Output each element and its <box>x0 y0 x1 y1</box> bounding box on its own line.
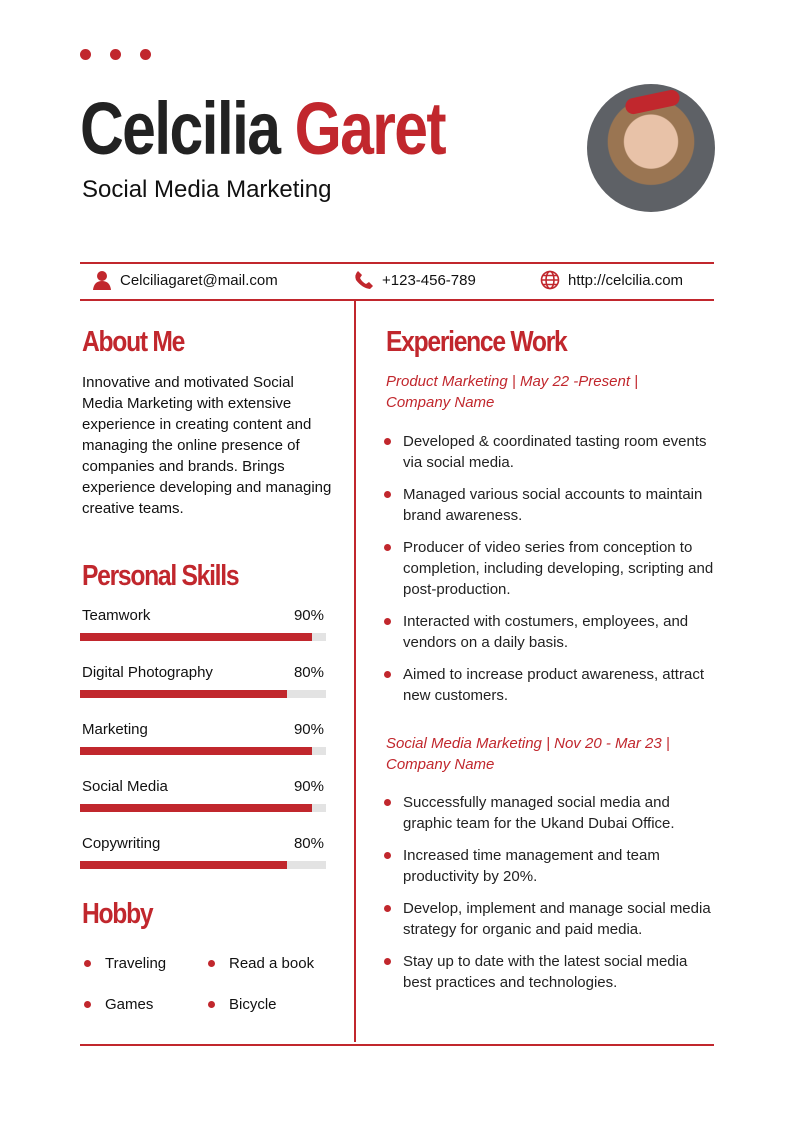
person-icon <box>93 271 111 290</box>
phone-text: +123-456-789 <box>382 271 476 289</box>
contact-website: http://celcilia.com <box>540 270 683 290</box>
about-text: Innovative and motivated Social Media Ma… <box>82 374 332 517</box>
first-name: Celcilia <box>80 87 281 170</box>
skill-label: Digital Photography <box>82 664 213 681</box>
skill-bar-fill <box>80 633 313 641</box>
divider <box>80 262 714 264</box>
skill-bar-fill <box>80 690 287 698</box>
website-link[interactable]: http://celcilia.com <box>568 271 684 289</box>
skill-percent: 90% <box>293 721 324 738</box>
bullet-icon <box>384 491 391 498</box>
skills-heading: Personal Skills <box>82 560 240 592</box>
skill-bar-fill <box>80 861 287 869</box>
job-1-bullets: Developed & coordinated tasting room eve… <box>384 431 714 717</box>
divider <box>80 299 714 301</box>
bullet-icon <box>384 799 391 806</box>
skill-item: Social Media 90% <box>80 778 326 812</box>
skill-item: Teamwork 90% <box>80 607 326 641</box>
skill-bar <box>80 861 326 869</box>
full-name: Celcilia Garet <box>80 92 447 166</box>
hobby-item: Traveling <box>84 955 166 972</box>
skill-item: Copywriting 80% <box>80 835 326 869</box>
skill-label: Copywriting <box>82 835 161 852</box>
bullet-icon <box>384 852 391 859</box>
skill-bar <box>80 747 326 755</box>
skill-bar-fill <box>80 747 313 755</box>
bullet-item: Increased time management and team produ… <box>384 845 714 887</box>
skill-item: Marketing 90% <box>80 721 326 755</box>
bullet-icon <box>384 958 391 965</box>
about-heading: About Me <box>82 326 185 358</box>
divider <box>80 1044 714 1046</box>
bullet-item: Stay up to date with the latest social m… <box>384 951 714 993</box>
decor-dot <box>80 49 91 60</box>
skill-label: Teamwork <box>82 607 151 624</box>
skill-label: Marketing <box>82 721 148 738</box>
contact-phone: +123-456-789 <box>354 270 476 290</box>
skill-percent: 80% <box>293 664 324 681</box>
job-2-bullets: Successfully managed social media and gr… <box>384 792 714 1004</box>
hobby-item: Read a book <box>208 955 314 972</box>
skill-percent: 90% <box>293 778 324 795</box>
bullet-icon <box>384 438 391 445</box>
contact-email: Celciliagaret@mail.com <box>92 270 278 290</box>
globe-icon <box>540 270 560 290</box>
job-title-1: Product Marketing | May 22 -Present | Co… <box>386 373 639 411</box>
bullet-icon <box>384 618 391 625</box>
column-divider <box>354 300 356 1042</box>
bullet-item: Interacted with costumers, employees, an… <box>384 611 714 653</box>
bullet-item: Aimed to increase product awareness, att… <box>384 664 714 706</box>
skill-item: Digital Photography 80% <box>80 664 326 698</box>
phone-icon <box>355 271 373 289</box>
skill-bar <box>80 804 326 812</box>
decor-dot <box>110 49 121 60</box>
skill-bar <box>80 690 326 698</box>
hobby-item: Bicycle <box>208 996 277 1013</box>
bullet-icon <box>384 905 391 912</box>
experience-heading: Experience Work <box>386 326 568 358</box>
skill-percent: 90% <box>293 607 324 624</box>
job-title: Social Media Marketing <box>82 176 332 203</box>
bullet-item: Producer of video series from conception… <box>384 537 714 600</box>
bullet-icon <box>384 671 391 678</box>
last-name: Garet <box>294 87 447 170</box>
bullet-item: Successfully managed social media and gr… <box>384 792 714 834</box>
hobby-item: Games <box>84 996 153 1013</box>
bullet-item: Developed & coordinated tasting room eve… <box>384 431 714 473</box>
bullet-item: Develop, implement and manage social med… <box>384 898 714 940</box>
skill-bar <box>80 633 326 641</box>
decor-dot <box>140 49 151 60</box>
bullet-icon <box>384 544 391 551</box>
skill-label: Social Media <box>82 778 168 795</box>
skill-percent: 80% <box>293 835 324 852</box>
job-title-2: Social Media Marketing | Nov 20 - Mar 23… <box>386 735 670 773</box>
profile-photo <box>587 84 715 212</box>
skill-bar-fill <box>80 804 313 812</box>
email-text: Celciliagaret@mail.com <box>120 271 278 289</box>
bullet-item: Managed various social accounts to maint… <box>384 484 714 526</box>
hobby-heading: Hobby <box>82 898 154 930</box>
